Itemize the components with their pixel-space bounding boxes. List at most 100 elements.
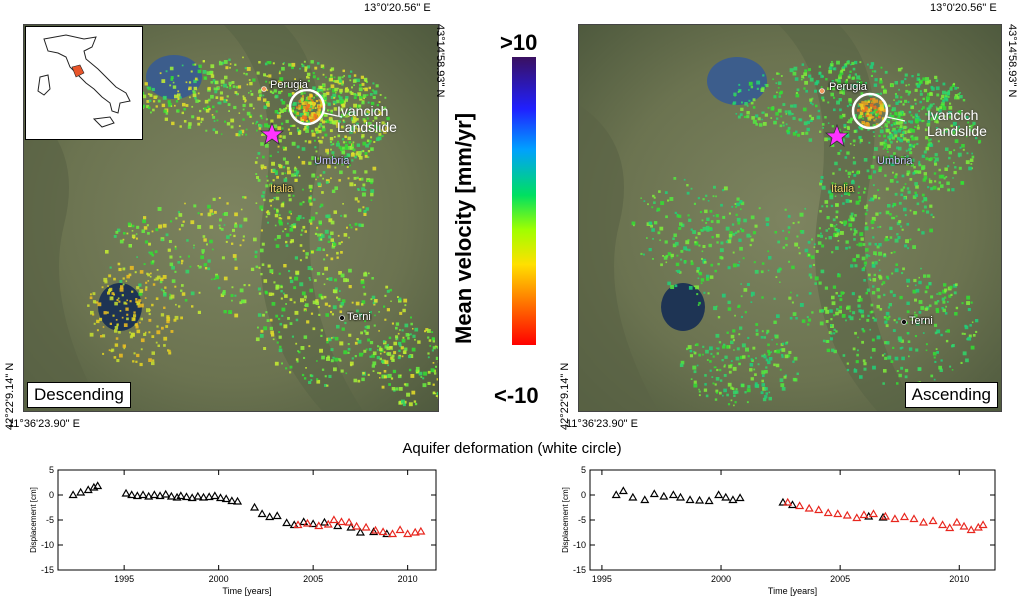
- data-point-triangle: [336, 517, 347, 526]
- data-point-triangle: [323, 519, 333, 528]
- data-point-triangle: [714, 490, 724, 499]
- y-tick-label: -10: [41, 540, 54, 550]
- data-point-triangle: [293, 520, 303, 529]
- data-point-triangle: [127, 490, 137, 499]
- data-point-triangle: [842, 510, 852, 519]
- y-tick-label: 5: [49, 466, 54, 475]
- terni-marker: [339, 315, 345, 321]
- descending-label: Descending: [27, 382, 131, 408]
- place-perugia: Perugia: [829, 81, 867, 93]
- data-point-triangle: [272, 511, 282, 520]
- x-tick-label: 1995: [114, 574, 134, 584]
- aquifer-circle: [851, 92, 889, 130]
- y-tick-label: 0: [581, 490, 586, 500]
- data-point-triangle: [233, 496, 243, 505]
- x-axis-label: Time [years]: [222, 586, 271, 596]
- place-terni: Terni: [909, 315, 933, 327]
- data-point-triangle: [76, 487, 86, 496]
- y-tick-label: -5: [46, 515, 54, 525]
- data-point-triangle: [155, 491, 165, 500]
- ascending-timeseries: 1995 2000 2005 2010 5 0 -5 -10 -15 Time [years] Di…: [560, 465, 1010, 596]
- data-point-triangle: [344, 517, 354, 526]
- data-point-triangle: [966, 525, 976, 534]
- colorbar-title: Mean velocity [mm/yr]: [451, 112, 476, 344]
- data-point-triangle: [823, 508, 833, 517]
- data-point-triangle: [909, 514, 919, 523]
- data-point-triangle: [833, 509, 843, 518]
- data-point-triangle: [282, 518, 292, 527]
- data-point-triangle: [899, 512, 910, 521]
- data-point-triangle: [221, 494, 231, 503]
- x-tick-label: 2000: [711, 574, 731, 584]
- colorbar-bottom-label: <-10: [494, 383, 539, 408]
- data-point-triangle: [176, 491, 186, 500]
- data-point-triangle: [369, 527, 379, 536]
- data-point-triangle: [352, 521, 362, 530]
- ascending-label: Ascending: [904, 382, 998, 408]
- data-point-triangle: [144, 491, 154, 500]
- place-italia: Italia: [270, 183, 294, 195]
- data-point-triangle: [859, 510, 869, 519]
- data-point-triangle: [721, 492, 731, 501]
- velocity-colorbar: [512, 57, 536, 345]
- data-point-triangle: [83, 485, 93, 494]
- ascending-map-image: [579, 25, 1001, 411]
- landslide-label: Ivancich Landslide: [337, 103, 397, 135]
- data-point-triangle: [795, 501, 805, 510]
- data-point-triangle: [227, 496, 237, 505]
- data-point-triangle: [210, 491, 220, 500]
- data-point-triangle: [204, 492, 214, 501]
- section-title: Aquifer deformation (white circle): [402, 440, 622, 457]
- epicenter-star-icon: [824, 123, 850, 147]
- data-point-triangle: [868, 509, 879, 518]
- lake-trasimeno: [146, 55, 202, 99]
- data-point-triangle: [852, 513, 862, 522]
- perugia-marker: [819, 88, 825, 94]
- ascending-map: Perugia Umbria Italia Terni Ivancich Lan…: [578, 24, 1002, 412]
- data-point-triangle: [215, 493, 226, 502]
- data-point-triangle: [355, 527, 365, 536]
- data-point-triangle: [918, 517, 929, 526]
- data-point-triangle: [878, 512, 888, 521]
- data-point-triangle: [314, 521, 324, 530]
- data-point-triangle: [814, 505, 824, 514]
- data-point-triangle: [265, 512, 275, 521]
- data-point-triangle: [628, 492, 638, 501]
- data-point-triangle: [166, 491, 176, 500]
- y-tick-label: -5: [578, 515, 586, 525]
- descending-map: Perugia Umbria Italia Terni Ivancich Lan…: [23, 24, 439, 412]
- place-umbria: Umbria: [314, 155, 350, 167]
- x-tick-label: 1995: [592, 574, 612, 584]
- data-point-triangle: [952, 517, 962, 526]
- data-point-triangle: [695, 495, 705, 504]
- lon-top-left: 13°0'20.56" E: [364, 2, 431, 14]
- data-point-triangle: [416, 526, 426, 535]
- y-axis-label: Displacement [cm]: [29, 487, 38, 553]
- perugia-marker: [261, 86, 267, 92]
- lon-top-right: 13°0'20.56" E: [930, 2, 997, 14]
- data-point-triangle: [382, 529, 392, 538]
- data-point-triangle: [198, 492, 209, 501]
- data-point-triangle: [778, 497, 788, 506]
- x-tick-label: 2010: [949, 574, 969, 584]
- data-point-triangle: [302, 518, 313, 527]
- data-point-triangle: [370, 525, 381, 534]
- data-point-triangle: [346, 522, 356, 531]
- data-point-triangle: [704, 496, 714, 505]
- x-axis-label: Time [years]: [768, 586, 817, 596]
- data-point-triangle: [161, 489, 171, 498]
- data-point-triangle: [959, 521, 969, 530]
- data-point-triangle: [138, 490, 148, 499]
- data-point-triangle: [611, 490, 621, 499]
- lat-right-right: 43°14'58.93" N: [1006, 24, 1018, 98]
- y-tick-label: 0: [49, 490, 54, 500]
- data-point-triangle: [329, 515, 339, 524]
- descending-timeseries: 1995 2000 2005 2010 5 0 -5 -10 -15 Time [years] Di…: [0, 465, 450, 596]
- lake-bolsena: [98, 283, 142, 331]
- data-point-triangle: [387, 529, 398, 538]
- data-point-triangle: [250, 502, 260, 511]
- data-point-triangle: [395, 525, 405, 534]
- data-point-triangle: [68, 490, 78, 499]
- data-point-triangle: [403, 529, 413, 538]
- descending-map-image: [24, 25, 438, 411]
